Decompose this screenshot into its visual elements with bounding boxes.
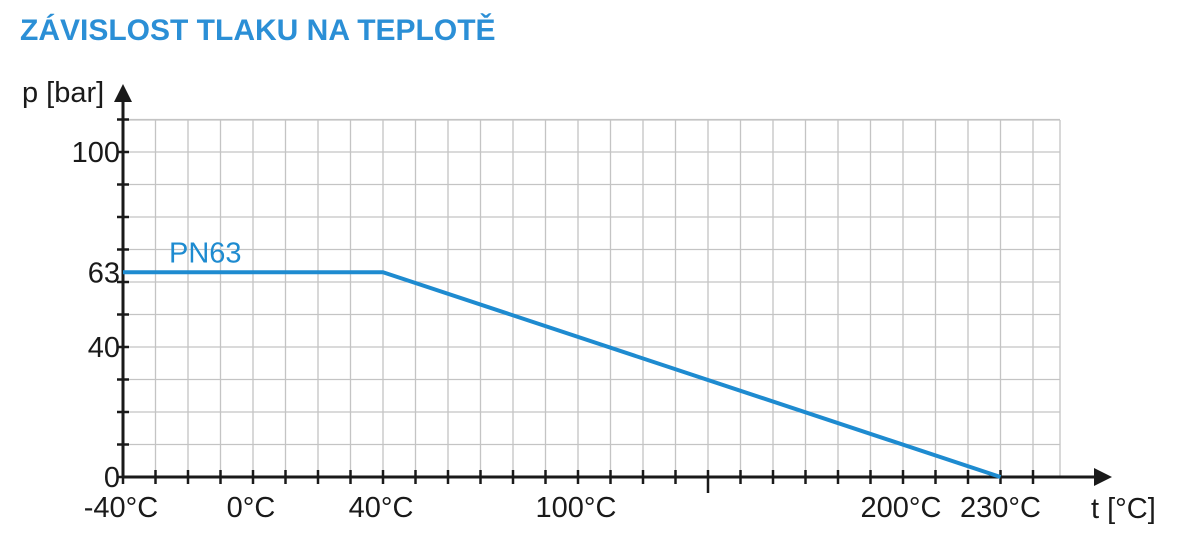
y-tick-label: 0 [104,462,120,494]
x-tick-label: 230°C [960,492,1041,524]
x-axis-arrow [1094,468,1112,486]
x-tick-label: -40°C [84,492,158,524]
x-axis-label: t [°C] [1091,493,1156,525]
chart-title: ZÁVISLOST TLAKU NA TEPLOTĚ [20,14,496,47]
x-tick-label: 0°C [227,492,276,524]
x-tick-label: 200°C [861,492,942,524]
grid-lines [123,118,1061,477]
tick-labels: -40°C 0°C 40°C 100°C 200°C 230°C 0 40 63 100 [72,137,1041,524]
y-tick-label: 100 [72,137,120,169]
series-label: PN63 [169,237,242,269]
series-group: PN63 [123,237,1002,479]
y-axis-label: p [bar] [22,77,104,109]
x-tick-label: 40°C [349,492,414,524]
series-line [123,270,1002,479]
y-tick-label: 40 [88,332,120,364]
axes [114,84,1112,486]
axis-ticks [117,118,1035,493]
y-tick-label: 63 [88,257,120,289]
x-tick-label: 100°C [536,492,617,524]
y-axis-arrow [114,84,132,102]
